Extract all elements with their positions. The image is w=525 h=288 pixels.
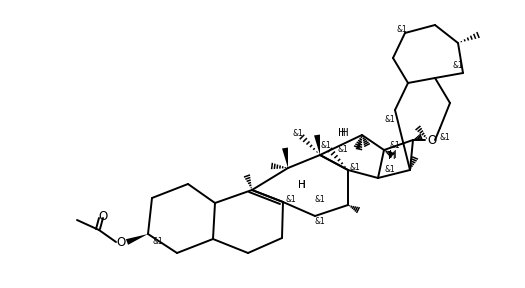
Text: O: O xyxy=(427,134,437,147)
Text: &1: &1 xyxy=(385,115,395,124)
Text: H: H xyxy=(338,128,346,138)
Polygon shape xyxy=(126,234,148,245)
Text: &1: &1 xyxy=(314,196,326,204)
Text: H: H xyxy=(341,128,349,138)
Text: O: O xyxy=(117,236,125,249)
Text: &1: &1 xyxy=(385,166,395,175)
Text: H: H xyxy=(389,150,397,160)
Text: H: H xyxy=(298,180,306,190)
Text: &1: &1 xyxy=(286,196,297,204)
Polygon shape xyxy=(282,147,288,168)
Text: &1: &1 xyxy=(314,217,326,226)
Text: O: O xyxy=(98,209,108,223)
Text: H: H xyxy=(298,180,306,190)
Text: &1: &1 xyxy=(292,128,303,137)
Polygon shape xyxy=(314,134,320,155)
Text: &1: &1 xyxy=(396,26,407,35)
Text: &1: &1 xyxy=(321,141,331,151)
Text: &1: &1 xyxy=(153,238,163,247)
Text: &1: &1 xyxy=(439,134,450,143)
Text: &1: &1 xyxy=(350,164,360,173)
Text: H: H xyxy=(388,151,396,161)
Text: &1: &1 xyxy=(453,60,464,69)
Text: &1: &1 xyxy=(390,141,401,149)
Text: &1: &1 xyxy=(338,145,349,154)
